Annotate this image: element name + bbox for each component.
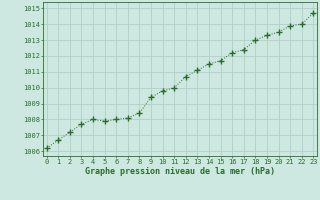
X-axis label: Graphe pression niveau de la mer (hPa): Graphe pression niveau de la mer (hPa)	[85, 167, 275, 176]
